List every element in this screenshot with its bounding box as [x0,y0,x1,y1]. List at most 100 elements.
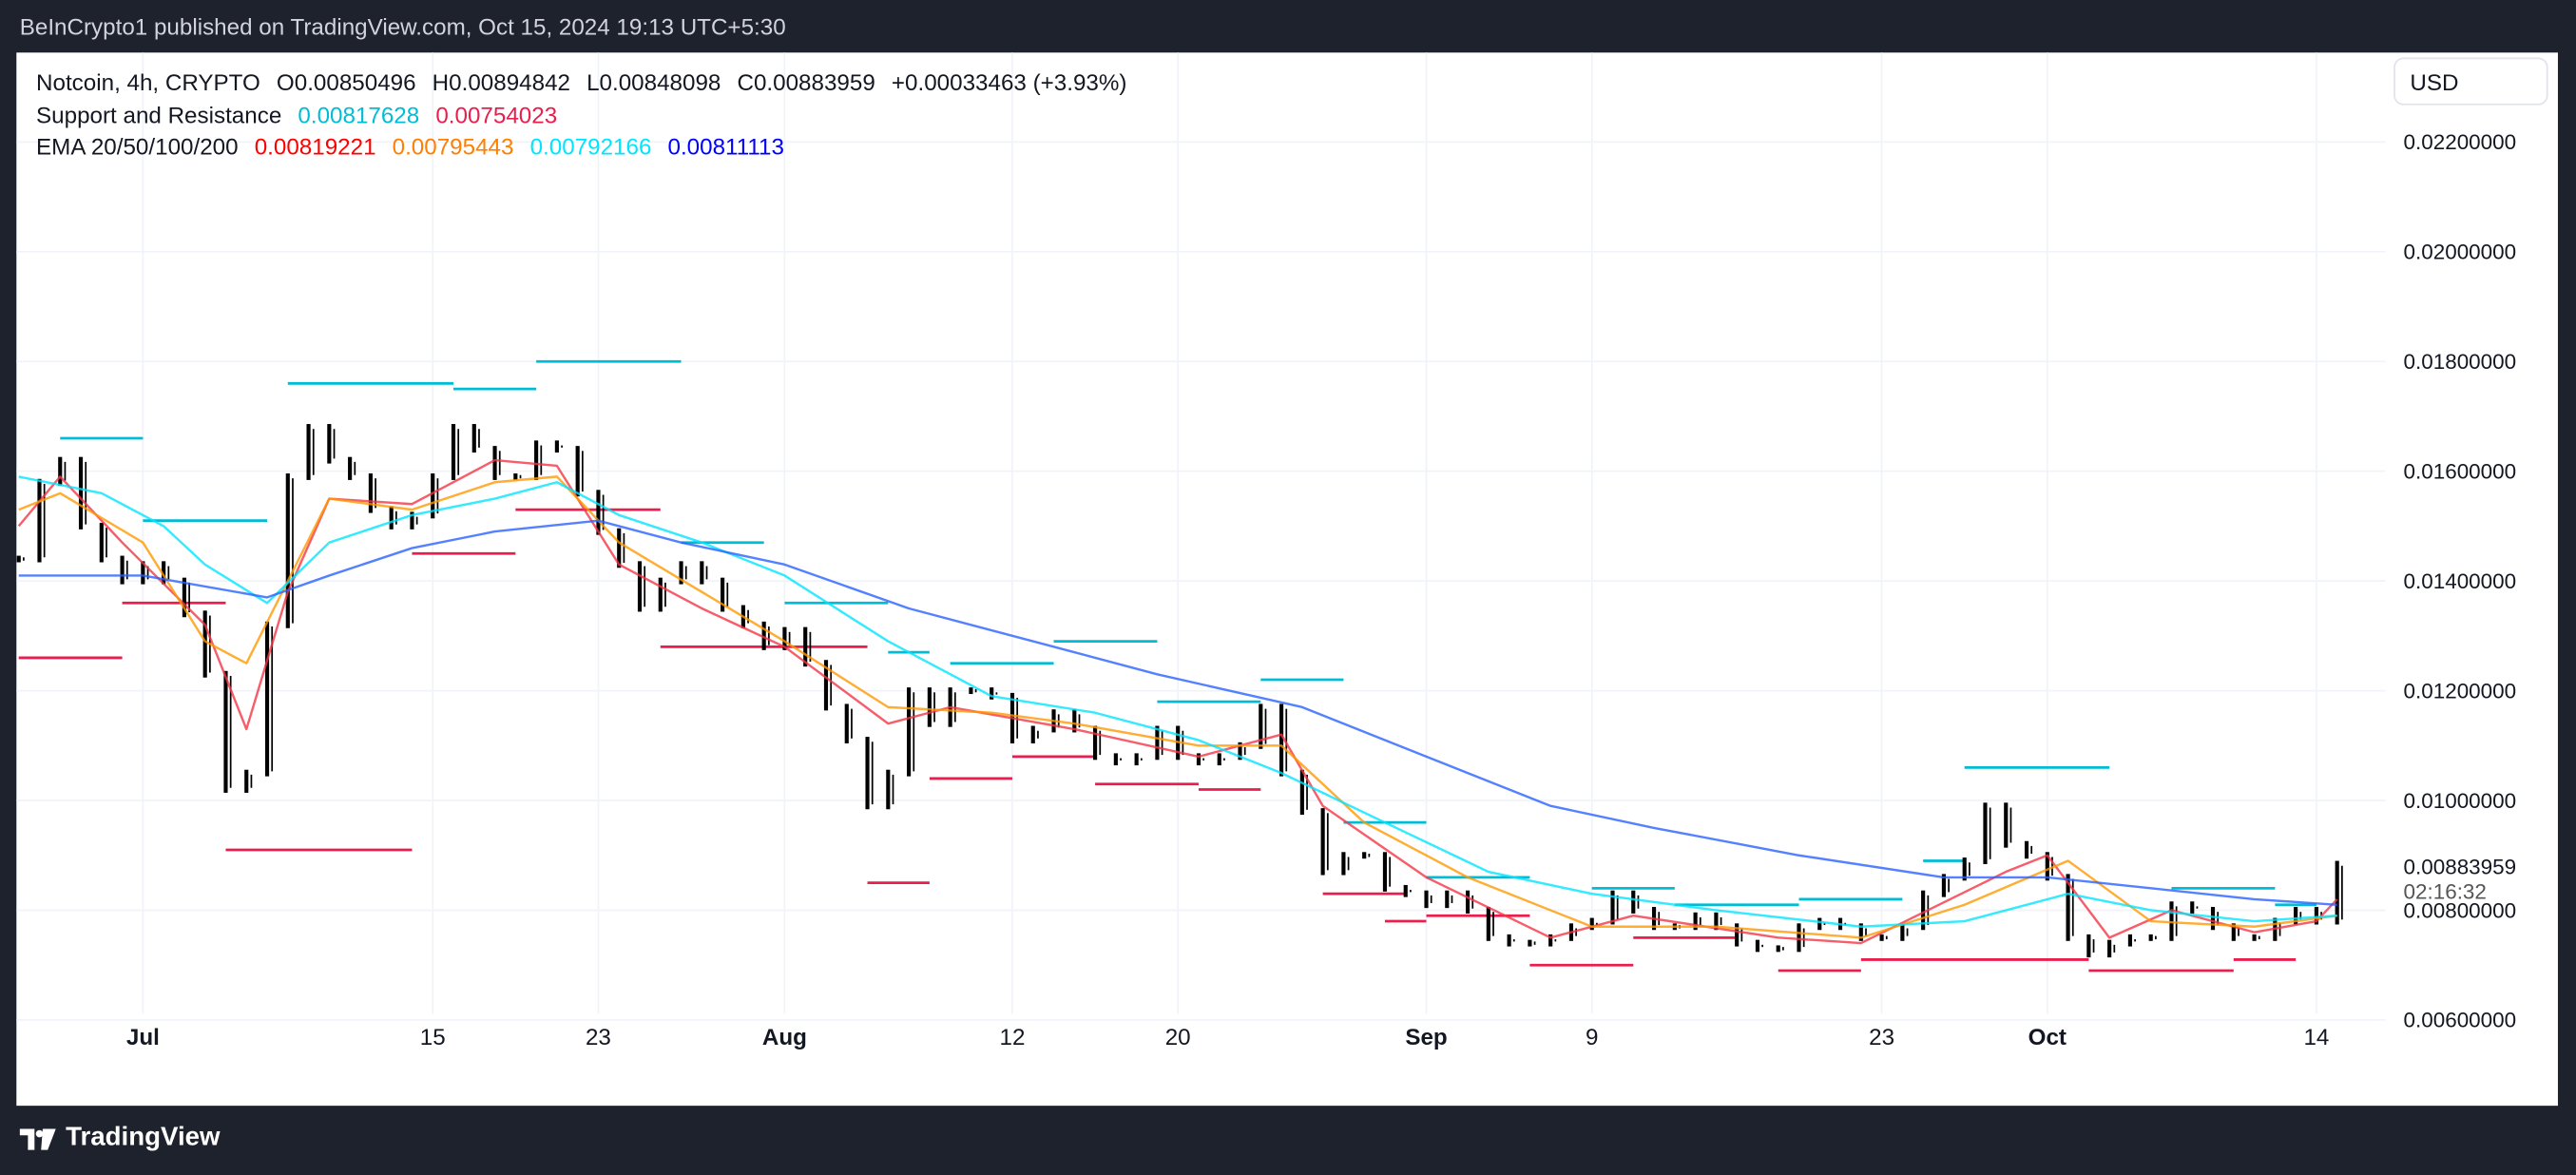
brand-name: TradingView [66,1124,221,1152]
price-bar [1817,917,1822,931]
price-bar [2004,802,2009,848]
price-bar [1735,923,1740,947]
ema-line-ema200 [18,519,2337,906]
grid [16,52,2386,1021]
tradingview-logo-icon [19,1127,56,1149]
price-bar [679,561,683,585]
price-bar [1259,703,1263,749]
price-bar [534,440,539,480]
price-bar [1403,884,1408,897]
price-bar [348,456,353,480]
price-bar [617,528,622,568]
price-bar [823,660,829,711]
price-bar [120,555,125,585]
support-resistance-levels [18,359,2316,973]
price-bar [1921,890,1926,931]
price-bar [1279,703,1284,777]
price-axis: 0.02200000 0.02000000 0.01800000 0.01600000… [2404,130,2517,1032]
price-bar [1631,890,1636,914]
price-bar [886,769,891,810]
symbol-label[interactable]: Notcoin, 4h, CRYPTO [36,68,260,96]
close-value: C0.00883959 [737,68,875,96]
price-bar [700,561,704,585]
price-bar [37,478,42,563]
time-tick-label: 9 [1586,1025,1598,1050]
time-axis: Jul 15 23 Aug 12 20 Sep 9 23 Oct 14 [126,1025,2329,1050]
price-bar [990,687,994,700]
price-bar [78,456,84,530]
time-tick-label: 15 [420,1025,446,1050]
publish-info: BeInCrypto1 published on TradingView.com… [19,12,786,40]
price-bar [1528,939,1532,947]
price-bar [2086,934,2091,958]
ema-indicator-name[interactable]: EMA 20/50/100/200 [36,132,239,160]
price-bar [1858,923,1863,941]
high-value: H0.00894842 [432,68,570,96]
price-bar [1900,923,1905,941]
price-tick-label: 0.01400000 [2404,569,2517,593]
price-bar [2045,852,2049,881]
time-tick-label: 12 [1000,1025,1026,1050]
time-tick-label: 20 [1165,1025,1191,1050]
price-tick-label: 0.01800000 [2404,350,2517,374]
price-bar [1755,939,1760,953]
bar-countdown: 02:16:32 [2404,879,2487,903]
price-bar [927,687,932,727]
price-bar [285,472,290,628]
time-tick-label: Jul [126,1025,160,1050]
sr-support-value: 0.00754023 [435,101,558,127]
price-tick-label: 0.01200000 [2404,679,2517,703]
time-tick-label: 14 [2303,1025,2329,1050]
price-bar [1093,725,1098,761]
low-value: L0.00848098 [586,68,721,96]
price-bar [575,446,580,497]
price-bar [1465,890,1471,914]
price-bar [721,577,725,612]
price-bar [1797,923,1801,953]
legend-ema-row: EMA 20/50/100/200 0.00819221 0.00795443 … [36,131,1137,164]
price-bar [306,424,311,480]
legend-sr-row: Support and Resistance 0.00817628 0.0075… [36,100,1137,132]
price-bar [1238,742,1242,761]
price-bar [1196,753,1201,766]
currency-button[interactable]: USD [2393,57,2548,106]
price-bar [1714,912,1719,931]
price-bar [1548,934,1553,947]
price-bar [2148,934,2153,941]
chart-panel[interactable] [16,52,2558,1107]
price-bar [513,472,518,480]
price-bar [1507,934,1511,947]
price-bar [1941,874,1946,897]
ema20-value: 0.00819221 [254,132,376,160]
price-bar [1299,769,1304,816]
price-bar [2335,860,2339,925]
price-tick-label: 0.00600000 [2404,1009,2517,1032]
price-bar [2252,934,2257,941]
price-bar [389,506,394,530]
time-tick-label: 23 [586,1025,611,1050]
time-tick-label: Aug [762,1025,807,1050]
price-bar [368,472,373,513]
price-bar [1693,912,1698,931]
price-bar [2107,939,2112,958]
current-price-label: 0.00883959 [2404,855,2517,878]
price-bar [1962,857,1967,881]
price-bar [761,621,766,650]
price-bar [1445,890,1450,909]
ema200-value: 0.00811113 [667,132,784,160]
ema-line-ema20 [17,458,2338,945]
price-bar [327,424,332,464]
price-tick-label: 0.02000000 [2404,241,2517,264]
price-bar [16,555,21,563]
price-bar [637,561,643,612]
price-bar [1486,907,1490,941]
legend-ohlc-row: Notcoin, 4h, CRYPTO O0.00850496 H0.00894… [36,67,1137,100]
price-tick-label: 0.00800000 [2404,898,2517,922]
legend: Notcoin, 4h, CRYPTO O0.00850496 H0.00894… [36,67,1137,164]
price-bar [782,626,787,650]
price-tick-label: 0.02200000 [2404,130,2517,154]
sr-indicator-name[interactable]: Support and Resistance [36,101,282,127]
tradingview-logo[interactable]: TradingView [19,1124,221,1153]
